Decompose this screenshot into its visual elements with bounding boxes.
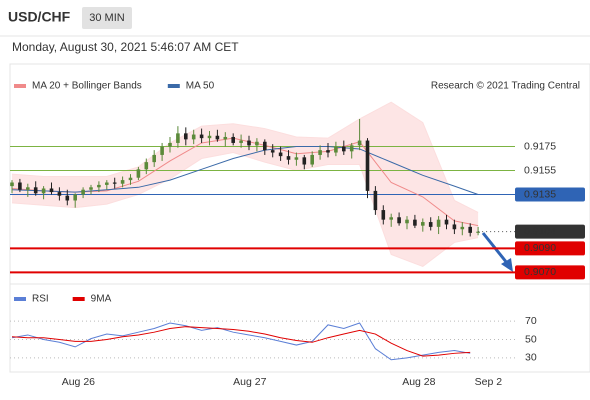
candle-body <box>191 134 196 140</box>
candle-body <box>405 219 409 224</box>
candle-body <box>128 177 133 181</box>
rsi-tick-label: 70 <box>525 315 537 327</box>
candle-body <box>381 210 386 220</box>
candle-body <box>57 192 62 196</box>
timestamp: Monday, August 30, 2021 5:46:07 AM CET <box>12 40 239 54</box>
candle-body <box>468 226 472 233</box>
candle-body <box>349 145 354 152</box>
level-label-box <box>515 265 585 280</box>
last-price-box <box>515 224 585 239</box>
x-tick-label: Aug 26 <box>62 376 95 388</box>
candle-body <box>144 162 149 170</box>
candle-body <box>389 217 393 220</box>
bollinger-upper <box>11 101 479 213</box>
x-tick-label: Aug 27 <box>233 376 266 388</box>
candle-body <box>97 184 101 188</box>
candle-body <box>421 222 425 226</box>
candle-body <box>342 146 346 152</box>
candle-body <box>294 157 299 160</box>
candle-body <box>215 135 220 140</box>
legend-label: RSI <box>32 294 49 305</box>
candle-body <box>263 141 267 151</box>
candle-body <box>278 152 283 157</box>
x-tick-label: Sep 2 <box>475 376 503 388</box>
rsi-tick-label: 50 <box>525 333 537 345</box>
symbol: USD/CHF <box>8 9 71 25</box>
legend-swatch <box>167 84 180 88</box>
candle-body <box>199 134 204 139</box>
candle-body <box>49 188 54 193</box>
candle-body <box>168 142 172 147</box>
candle-body <box>444 219 449 225</box>
rsi-line <box>11 326 471 357</box>
candle-body <box>452 224 457 230</box>
level-label: 0.9090 <box>524 242 556 254</box>
candle-body <box>247 140 251 146</box>
bollinger-lower <box>11 152 479 267</box>
candle-body <box>460 226 465 230</box>
timeframe[interactable]: 30 MIN <box>89 12 125 24</box>
level-label-box <box>515 187 585 202</box>
candle-body <box>223 136 228 140</box>
timeframe-badge[interactable] <box>82 7 132 29</box>
candle-body <box>436 219 441 227</box>
candle-body <box>176 133 180 143</box>
candle-body <box>18 182 22 190</box>
candle-body <box>310 154 314 165</box>
candle-body <box>89 187 93 190</box>
candle-body <box>326 150 330 153</box>
candle-body <box>365 140 370 191</box>
candle-body <box>413 219 417 226</box>
rsi-line <box>11 322 471 361</box>
level-label: 0.9155 <box>524 164 556 176</box>
legend-swatch <box>72 297 85 301</box>
candle-body <box>10 182 14 187</box>
candle-body <box>428 222 433 227</box>
candle-body <box>81 189 85 195</box>
candle-body <box>231 136 235 143</box>
x-tick-label: Aug 28 <box>402 376 435 388</box>
legend-swatch <box>14 84 26 88</box>
bollinger-fill <box>12 102 479 267</box>
candle-body <box>120 180 125 184</box>
candle-body <box>112 182 117 184</box>
candle-body <box>286 156 291 160</box>
candle-body <box>33 187 38 194</box>
legend-swatch <box>14 297 26 301</box>
candle-body <box>73 194 77 201</box>
candle-body <box>152 154 156 163</box>
candle-body <box>318 150 322 155</box>
candle-body <box>105 182 109 185</box>
candle-body <box>373 190 378 211</box>
candle-body <box>160 146 164 155</box>
candle-body <box>65 195 70 201</box>
legend-label: 9MA <box>91 294 112 305</box>
level-label: 0.9070 <box>524 266 556 278</box>
legend-label: MA 50 <box>186 81 215 92</box>
candle-body <box>239 140 243 143</box>
candle-body <box>302 157 307 165</box>
source: Research © 2021 Trading Central <box>431 81 580 92</box>
candle-body <box>334 146 338 153</box>
legend-label: MA 20 + Bollinger Bands <box>32 81 142 92</box>
candle-body <box>270 150 275 153</box>
last-price-label: 0.9104 <box>524 225 556 237</box>
candle-body <box>476 231 480 233</box>
level-label-box <box>515 241 585 256</box>
candle-body <box>41 188 46 194</box>
level-label: 0.9135 <box>524 188 556 200</box>
candle-body <box>136 169 141 178</box>
candle-body <box>357 140 362 146</box>
rsi-tick-label: 30 <box>525 352 537 364</box>
candle-body <box>184 133 188 140</box>
candle-body <box>255 141 259 146</box>
chart-frame <box>9 63 590 373</box>
forecast-arrowhead <box>501 258 513 272</box>
level-label: 0.9175 <box>524 140 556 152</box>
candle-body <box>26 187 30 190</box>
candle-body <box>397 217 401 224</box>
candle-body <box>207 135 212 139</box>
